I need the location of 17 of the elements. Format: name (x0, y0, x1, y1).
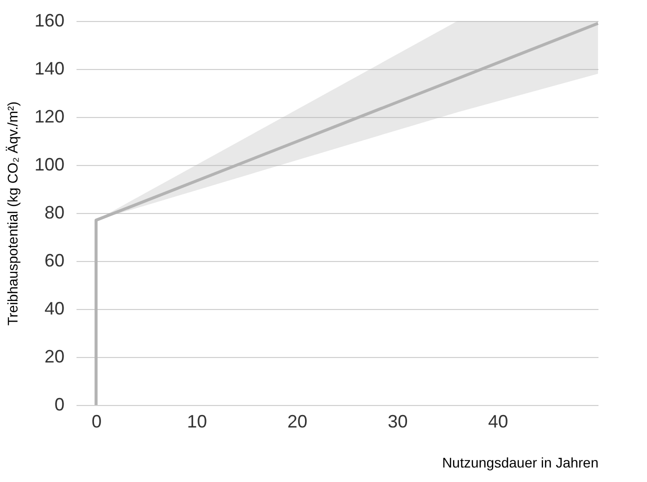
x-tick-label: 40 (488, 412, 508, 432)
y-tick-label: 140 (34, 58, 64, 78)
y-tick-label: 0 (54, 394, 64, 414)
y-axis-title: Treibhauspotential (kg CO₂ Äqv./m²) (4, 101, 20, 326)
y-tick-label: 20 (44, 346, 64, 366)
y-tick-label: 80 (44, 202, 64, 222)
x-tick-label: 30 (388, 412, 408, 432)
x-tick-label: 10 (186, 412, 207, 432)
y-tick-label: 160 (34, 10, 64, 30)
x-tick-label: 0 (92, 412, 102, 432)
x-tick-label: 20 (287, 412, 308, 432)
y-tick-label: 40 (44, 298, 64, 318)
x-axis-title: Nutzungsdauer in Jahren (442, 454, 598, 470)
y-tick-label: 60 (44, 250, 64, 270)
line-series (94, 22, 600, 406)
y-tick-label: 120 (34, 106, 64, 126)
y-tick-label: 100 (34, 154, 64, 174)
